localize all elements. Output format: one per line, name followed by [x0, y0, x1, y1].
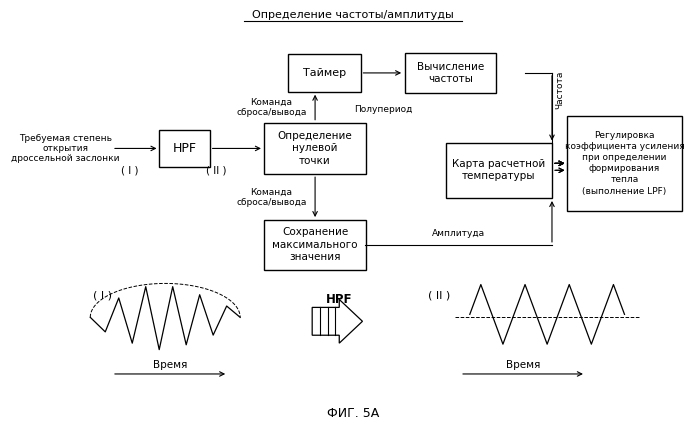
Text: ( I ): ( I ): [121, 165, 138, 175]
Text: Время: Время: [506, 360, 540, 370]
Text: Команда
сброса/вывода: Команда сброса/вывода: [236, 98, 307, 117]
Text: Требуемая степень
открытия
дроссельной заслонки: Требуемая степень открытия дроссельной з…: [11, 134, 120, 163]
Text: Сохранение
максимального
значения: Сохранение максимального значения: [273, 227, 358, 262]
Bar: [405, 53, 496, 93]
Text: Полупериод: Полупериод: [354, 105, 412, 114]
Text: Карта расчетной
температуры: Карта расчетной температуры: [452, 159, 545, 181]
Text: Определение
нулевой
точки: Определение нулевой точки: [278, 131, 352, 166]
Text: Амплитуда: Амплитуда: [431, 229, 484, 238]
Text: ( II ): ( II ): [428, 291, 450, 301]
Bar: [264, 220, 366, 270]
Text: HPF: HPF: [326, 293, 352, 306]
Bar: [568, 116, 682, 211]
Text: Таймер: Таймер: [303, 68, 346, 78]
Text: ( I ): ( I ): [93, 291, 112, 301]
Bar: [446, 143, 552, 198]
Text: Вычисление
частоты: Вычисление частоты: [417, 62, 484, 84]
Text: Время: Время: [153, 360, 187, 370]
Text: Определение частоты/амплитуды: Определение частоты/амплитуды: [252, 10, 454, 20]
Text: ФИГ. 5А: ФИГ. 5А: [326, 407, 379, 420]
Text: Команда
сброса/вывода: Команда сброса/вывода: [236, 187, 307, 207]
Text: ( II ): ( II ): [206, 165, 226, 175]
Bar: [264, 123, 366, 174]
Text: HPF: HPF: [173, 142, 196, 155]
Text: Частота: Частота: [555, 71, 564, 109]
Bar: [159, 129, 210, 167]
Polygon shape: [312, 299, 363, 343]
Bar: [289, 54, 361, 92]
Text: Регулировка
коэффициента усиления
при определении
формирования
тепла
(выполнение: Регулировка коэффициента усиления при оп…: [565, 131, 684, 196]
